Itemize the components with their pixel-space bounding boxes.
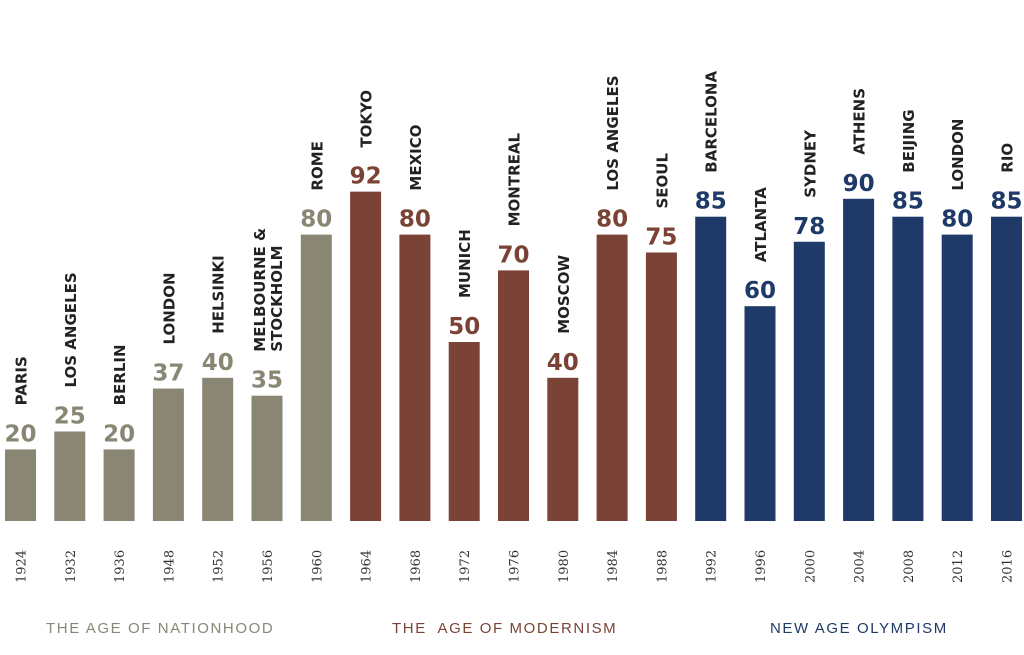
bar-1964: [350, 191, 382, 521]
value-label-1980: 40: [547, 350, 579, 376]
city-label-1976: MONTREAL: [506, 133, 524, 227]
value-label-1932: 25: [54, 404, 86, 430]
bar-1948: [152, 388, 184, 521]
city-label-1984: LOS ANGELES: [604, 75, 622, 190]
bar-2012: [941, 234, 973, 521]
city-label-1996: ATLANTA: [752, 187, 770, 262]
bar-1988: [645, 252, 677, 521]
city-label-1948: LONDON: [160, 272, 178, 344]
value-label-1952: 40: [202, 350, 234, 376]
value-label-1984: 80: [596, 207, 628, 233]
bar-1992: [695, 216, 727, 521]
value-label-1964: 92: [350, 164, 382, 190]
value-label-1968: 80: [399, 207, 431, 233]
year-label-1996: 1996: [754, 550, 769, 583]
year-label-1972: 1972: [458, 550, 473, 583]
city-label-1952: HELSINKI: [210, 255, 228, 334]
city-label-1964: TOKYO: [358, 90, 376, 148]
value-label-2012: 80: [941, 207, 973, 233]
value-label-1960: 80: [300, 207, 332, 233]
year-label-2000: 2000: [803, 550, 818, 583]
value-label-1976: 70: [497, 242, 529, 268]
city-label-1992: BARCELONA: [703, 71, 721, 173]
year-label-1984: 1984: [606, 550, 621, 583]
value-label-1936: 20: [103, 421, 135, 447]
bar-1932: [54, 431, 86, 521]
year-label-1948: 1948: [162, 550, 177, 583]
bar-2004: [843, 198, 875, 522]
city-label-2008: BEIJING: [900, 109, 918, 172]
bar-1976: [498, 270, 529, 521]
city-label-1956: MELBOURNE &STOCKHOLM: [251, 228, 286, 352]
era-label-nationhood: THE AGE OF NATIONHOOD: [46, 620, 275, 637]
year-label-1924: 1924: [15, 550, 30, 583]
city-label-1980: MOSCOW: [555, 255, 573, 334]
bar-1956: [251, 395, 283, 521]
value-label-2008: 85: [892, 189, 924, 215]
city-label-2016: RIO: [999, 143, 1017, 173]
bar-2016: [991, 216, 1022, 521]
city-label-1988: SEOUL: [653, 153, 671, 209]
bar-1952: [202, 377, 234, 521]
year-label-1952: 1952: [212, 550, 227, 583]
year-label-1964: 1964: [360, 550, 375, 583]
year-label-1936: 1936: [113, 550, 128, 583]
city-label-2004: ATHENS: [851, 88, 869, 155]
year-label-1956: 1956: [261, 550, 276, 583]
city-label-1960: ROME: [308, 141, 326, 190]
bar-1984: [596, 234, 628, 521]
bar-1960: [300, 234, 332, 521]
year-label-1932: 1932: [64, 550, 79, 583]
city-label-1932: LOS ANGELES: [62, 272, 80, 387]
value-label-1988: 75: [645, 225, 677, 251]
bar-2008: [892, 216, 924, 521]
city-label-1936: BERLIN: [111, 344, 129, 405]
value-label-2004: 90: [843, 171, 875, 197]
bar-1972: [448, 342, 480, 521]
year-label-2016: 2016: [1001, 550, 1016, 583]
value-label-1924: 20: [4, 421, 36, 447]
city-label-2000: SYDNEY: [801, 129, 819, 198]
year-label-1980: 1980: [557, 550, 572, 583]
bar-1980: [547, 377, 579, 521]
value-label-1996: 60: [744, 278, 776, 304]
year-label-1988: 1988: [655, 550, 670, 583]
era-label-new-age: NEW AGE OLYMPISM: [770, 620, 948, 637]
value-label-2000: 78: [793, 214, 825, 240]
value-label-1972: 50: [448, 314, 480, 340]
bar-2000: [793, 241, 825, 521]
city-label-1924: PARIS: [13, 356, 31, 405]
year-label-2012: 2012: [951, 550, 966, 583]
bar-1996: [744, 306, 776, 521]
bar-1968: [399, 234, 431, 521]
value-label-1956: 35: [251, 368, 283, 394]
year-label-1976: 1976: [508, 550, 523, 583]
value-label-1948: 37: [152, 361, 184, 387]
value-label-1992: 85: [695, 189, 727, 215]
year-label-1960: 1960: [310, 550, 325, 583]
bar-1924: [5, 449, 36, 521]
city-label-1968: MEXICO: [407, 125, 425, 191]
city-label-1972: MUNICH: [456, 229, 474, 298]
value-label-2016: 85: [990, 189, 1022, 215]
year-label-2004: 2004: [853, 550, 868, 583]
bar-1936: [103, 449, 135, 521]
year-label-1992: 1992: [705, 550, 720, 583]
year-label-1968: 1968: [409, 550, 424, 583]
era-label-modernism: THE AGE OF MODERNISM: [392, 620, 618, 637]
city-label-2012: LONDON: [949, 119, 967, 191]
year-label-2008: 2008: [902, 550, 917, 583]
